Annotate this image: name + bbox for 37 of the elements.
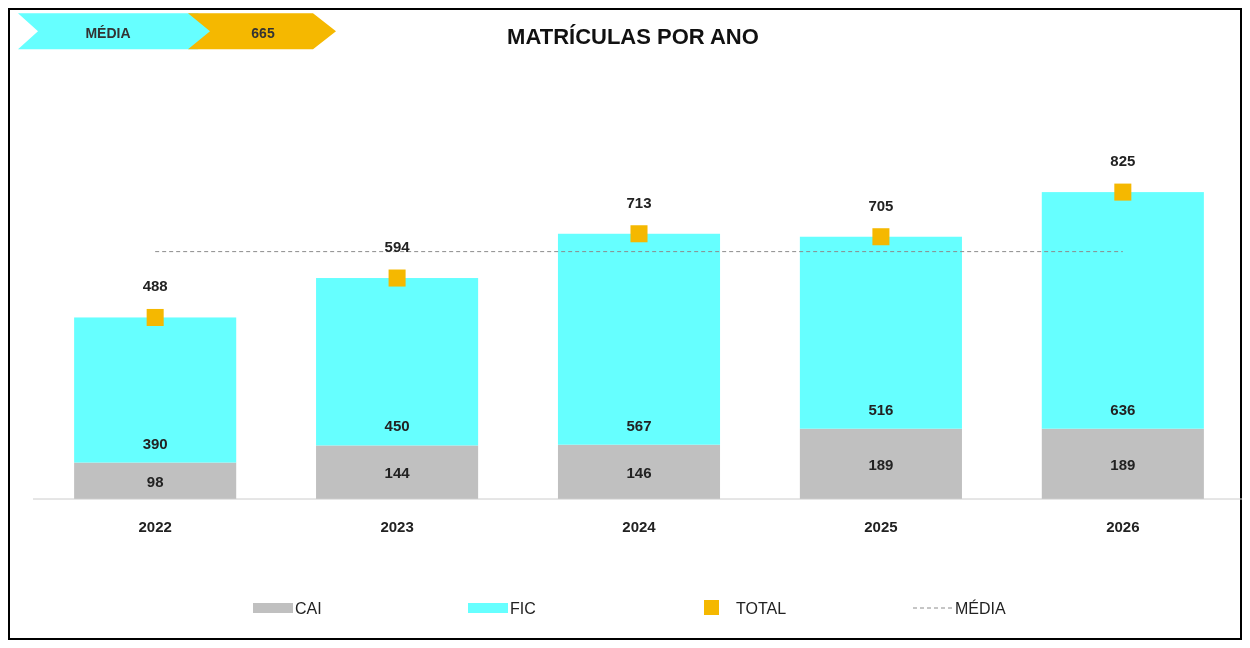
text: MÉDIA (85, 25, 131, 41)
data-label: 636 (1110, 400, 1136, 418)
legend-label: FIC (510, 600, 536, 617)
legend-label: CAI (295, 600, 322, 617)
data-label: 713 (626, 193, 652, 211)
x-tick-label: 2025 (864, 518, 898, 535)
data-label: 567 (626, 416, 652, 434)
legend-label: MÉDIA (955, 599, 1006, 617)
point (388, 269, 406, 287)
data-label: 516 (868, 400, 894, 418)
data-label: 146 (626, 463, 652, 481)
point (146, 308, 164, 326)
bar (557, 233, 721, 445)
x-tick-label: 2026 (1106, 518, 1140, 535)
bar (74, 317, 237, 463)
bar (799, 236, 962, 429)
point (1114, 183, 1132, 201)
text: MATRÍCULAS POR ANO (507, 24, 759, 49)
data-label: 450 (384, 417, 410, 435)
bar (1041, 192, 1204, 429)
point (630, 225, 648, 243)
point (872, 228, 890, 246)
x-tick-label: 2024 (622, 518, 657, 535)
legend-label: TOTAL (736, 600, 787, 617)
data-label: 189 (868, 455, 894, 473)
data-label: 390 (142, 434, 168, 452)
data-label: 98 (146, 472, 164, 490)
bar (316, 278, 479, 446)
x-tick-label: 2022 (138, 518, 172, 535)
data-label: 144 (384, 464, 411, 482)
data-label: 189 (1110, 455, 1136, 473)
data-label: 594 (384, 238, 411, 256)
annotation: 665 (251, 25, 275, 41)
data-label: 825 (1110, 152, 1136, 170)
data-label: 705 (868, 196, 894, 214)
data-label: 488 (142, 277, 168, 295)
x-tick-label: 2023 (380, 518, 414, 535)
